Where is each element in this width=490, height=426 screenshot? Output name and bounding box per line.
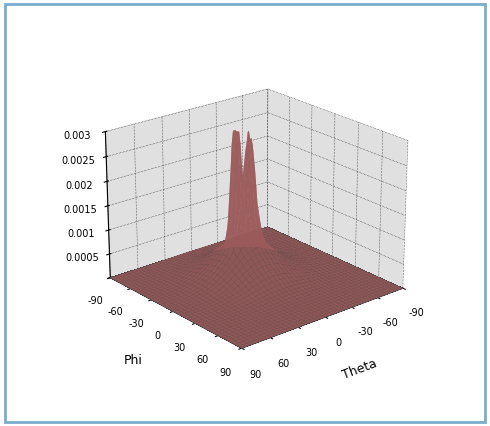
X-axis label: Theta: Theta <box>340 357 378 382</box>
Y-axis label: Phi: Phi <box>124 354 143 367</box>
